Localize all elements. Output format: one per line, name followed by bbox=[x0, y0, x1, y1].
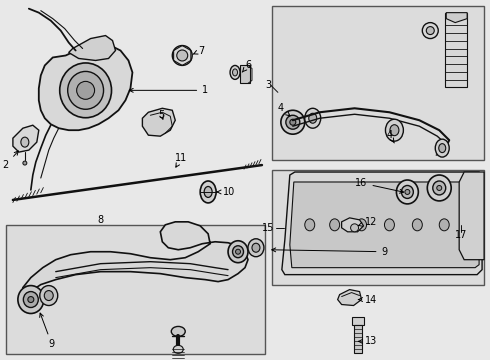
Ellipse shape bbox=[433, 181, 446, 195]
Bar bbox=[272, 6, 484, 160]
Bar bbox=[240, 66, 250, 84]
Ellipse shape bbox=[309, 113, 317, 123]
Bar bbox=[272, 170, 484, 285]
Ellipse shape bbox=[24, 292, 38, 307]
Polygon shape bbox=[69, 36, 116, 60]
Ellipse shape bbox=[386, 119, 403, 141]
Text: 9: 9 bbox=[272, 247, 388, 257]
Ellipse shape bbox=[230, 66, 240, 80]
Ellipse shape bbox=[396, 180, 418, 204]
Text: 7: 7 bbox=[193, 45, 204, 55]
Polygon shape bbox=[446, 13, 467, 23]
Ellipse shape bbox=[204, 186, 212, 197]
Polygon shape bbox=[290, 182, 479, 268]
Ellipse shape bbox=[435, 139, 449, 157]
Text: 9: 9 bbox=[40, 313, 55, 349]
Ellipse shape bbox=[427, 175, 451, 201]
Polygon shape bbox=[338, 289, 362, 306]
Ellipse shape bbox=[385, 219, 394, 231]
Polygon shape bbox=[282, 172, 482, 275]
Ellipse shape bbox=[390, 125, 399, 136]
Text: 12: 12 bbox=[359, 217, 377, 227]
Ellipse shape bbox=[248, 239, 264, 257]
Ellipse shape bbox=[350, 224, 359, 232]
Ellipse shape bbox=[60, 63, 112, 118]
Ellipse shape bbox=[40, 285, 58, 306]
Text: 13: 13 bbox=[359, 336, 377, 346]
Text: 5: 5 bbox=[158, 110, 165, 120]
Ellipse shape bbox=[426, 27, 434, 35]
Text: 6: 6 bbox=[242, 60, 251, 72]
Text: 10: 10 bbox=[217, 187, 235, 197]
Text: 4: 4 bbox=[278, 103, 290, 116]
Ellipse shape bbox=[44, 291, 53, 301]
Ellipse shape bbox=[422, 23, 438, 39]
Ellipse shape bbox=[286, 115, 300, 129]
Ellipse shape bbox=[18, 285, 44, 314]
Ellipse shape bbox=[236, 249, 241, 254]
Text: 17: 17 bbox=[455, 230, 467, 240]
Ellipse shape bbox=[439, 144, 446, 153]
Text: 14: 14 bbox=[359, 294, 377, 305]
Ellipse shape bbox=[281, 110, 305, 134]
Ellipse shape bbox=[252, 243, 260, 252]
Ellipse shape bbox=[76, 81, 95, 99]
Polygon shape bbox=[143, 108, 175, 136]
Ellipse shape bbox=[401, 185, 414, 198]
Ellipse shape bbox=[405, 189, 410, 194]
Bar bbox=[445, 13, 467, 87]
Ellipse shape bbox=[439, 219, 449, 231]
Polygon shape bbox=[459, 172, 484, 260]
Text: 3: 3 bbox=[265, 80, 271, 90]
Ellipse shape bbox=[177, 50, 188, 61]
Ellipse shape bbox=[23, 161, 27, 165]
Ellipse shape bbox=[305, 219, 315, 231]
Bar bbox=[354, 325, 362, 353]
Ellipse shape bbox=[228, 241, 248, 263]
Polygon shape bbox=[39, 45, 132, 130]
Text: 15: 15 bbox=[262, 223, 274, 233]
Polygon shape bbox=[23, 222, 248, 294]
Ellipse shape bbox=[28, 297, 34, 302]
Text: 16: 16 bbox=[355, 178, 404, 193]
Ellipse shape bbox=[21, 137, 29, 147]
Ellipse shape bbox=[413, 219, 422, 231]
Ellipse shape bbox=[68, 71, 103, 109]
Ellipse shape bbox=[330, 219, 340, 231]
Ellipse shape bbox=[305, 108, 321, 128]
Ellipse shape bbox=[173, 345, 183, 353]
Text: 8: 8 bbox=[98, 215, 103, 225]
Text: 4: 4 bbox=[386, 130, 394, 143]
Text: 2: 2 bbox=[2, 151, 18, 170]
Ellipse shape bbox=[172, 327, 185, 336]
Text: 11: 11 bbox=[175, 153, 188, 167]
Text: 1: 1 bbox=[129, 85, 208, 95]
Polygon shape bbox=[342, 218, 364, 232]
Ellipse shape bbox=[233, 69, 238, 76]
Ellipse shape bbox=[437, 185, 442, 190]
Ellipse shape bbox=[290, 119, 296, 125]
Ellipse shape bbox=[172, 45, 192, 66]
Polygon shape bbox=[13, 125, 39, 152]
Ellipse shape bbox=[200, 181, 216, 203]
Ellipse shape bbox=[233, 246, 244, 258]
Ellipse shape bbox=[357, 219, 367, 231]
Bar bbox=[6, 225, 265, 354]
Bar bbox=[352, 318, 364, 325]
